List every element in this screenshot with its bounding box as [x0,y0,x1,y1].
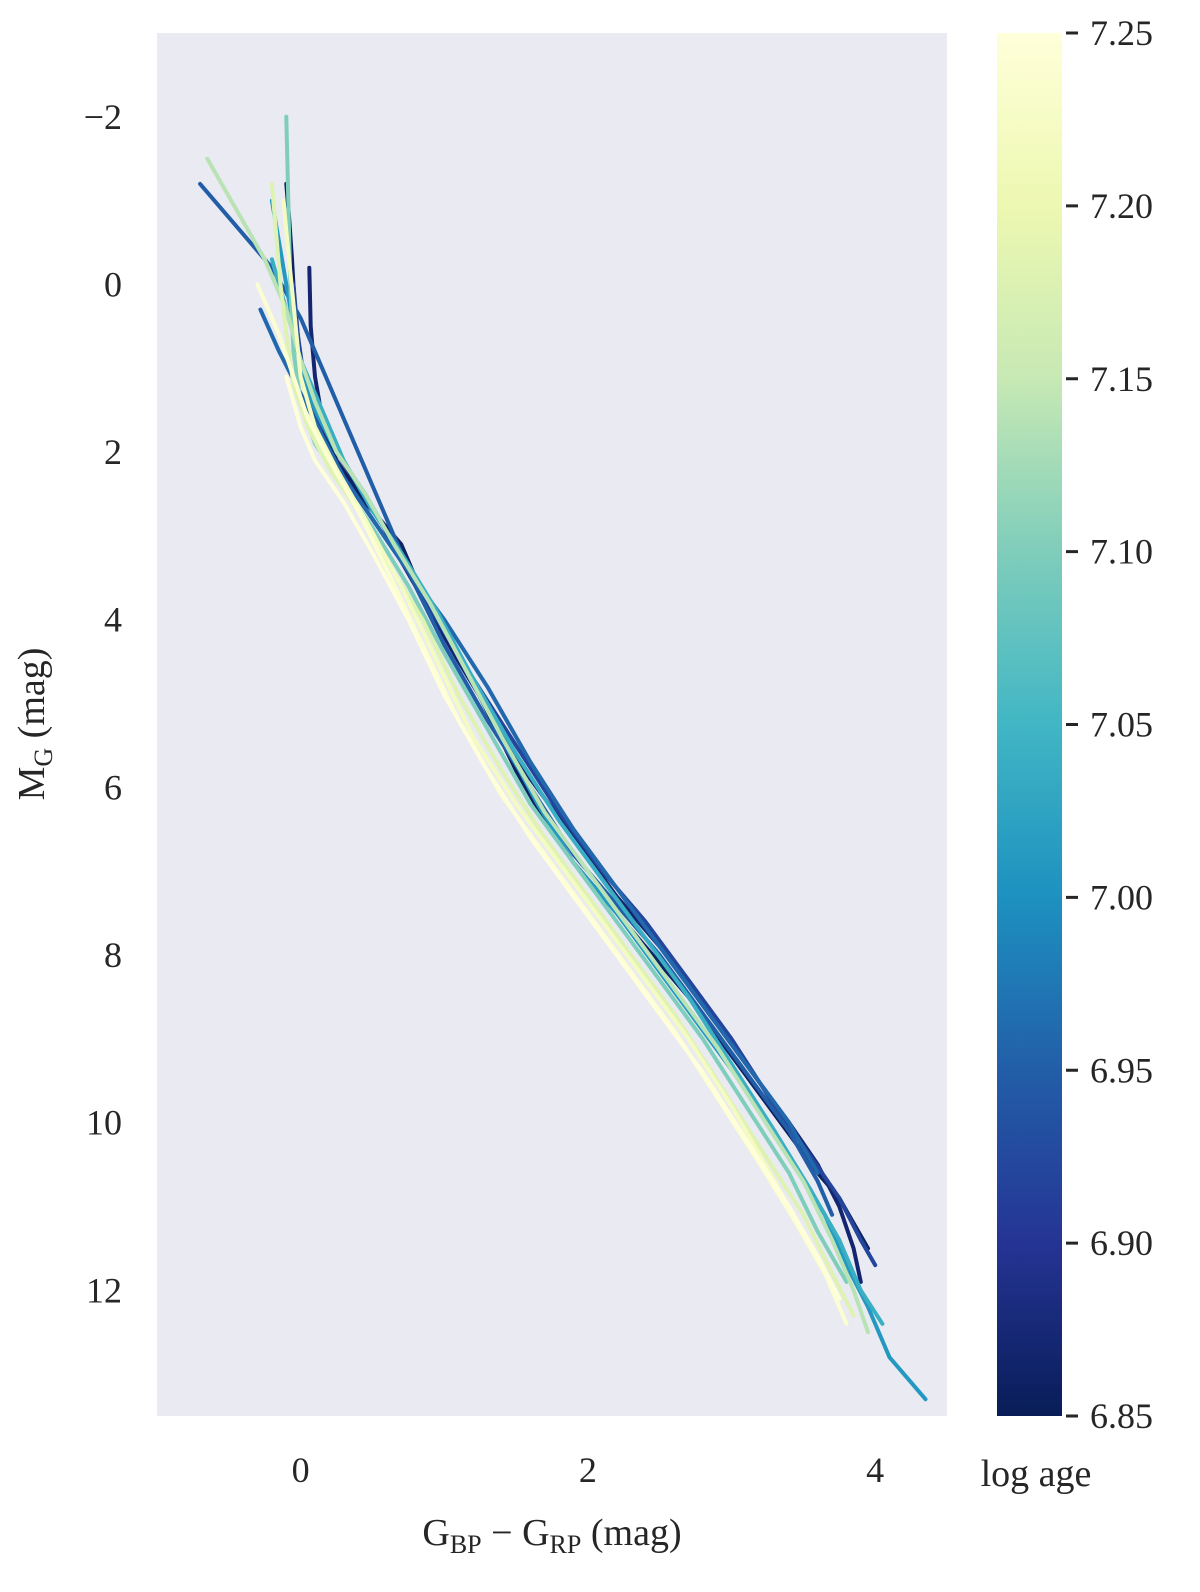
y-tick-label: 2 [104,432,122,472]
colorbar-tick-label: 7.00 [1090,877,1153,917]
y-axis-label: MG (mag) [11,648,58,801]
x-tick-labels: 0 2 4 [292,1450,885,1490]
colorbar-tick-label: 7.20 [1090,186,1153,226]
colorbar-tick-label: 7.05 [1090,705,1153,745]
colorbar [997,33,1062,1416]
y-tick-label: 8 [104,935,122,975]
y-tick-label: 12 [86,1270,122,1310]
colorbar-tick-label: 7.25 [1090,13,1153,53]
colorbar-tick-label: 7.10 [1090,532,1153,572]
y-tick-labels: −2 0 2 4 6 8 10 12 [84,97,122,1310]
x-tick-label: 0 [292,1450,310,1490]
y-tick-label: −2 [84,97,122,137]
y-tick-label: 0 [104,264,122,304]
x-tick-label: 4 [866,1450,884,1490]
colorbar-tick-label: 6.95 [1090,1050,1153,1090]
y-tick-label: 10 [86,1103,122,1143]
colorbar-ticks: 6.85 6.90 6.95 7.00 7.05 7.10 7.15 7.20 7.25 [1066,13,1153,1436]
isochrone-line-9 [269,181,856,1318]
colorbar-tick-label: 6.90 [1090,1223,1153,1263]
isochrone-line-3 [198,181,835,1217]
colorbar-label: log age [981,1453,1092,1495]
colorbar-tick-label: 6.85 [1090,1396,1153,1436]
x-tick-label: 2 [579,1450,597,1490]
isochrone-line-8 [205,156,870,1335]
y-tick-label: 6 [104,767,122,807]
y-tick-label: 4 [104,600,122,640]
isochrone-lines [198,114,928,1402]
isochrone-line-10 [281,198,842,1301]
x-axis-label: GBP − GRP (mag) [422,1512,681,1559]
colorbar-tick-label: 7.15 [1090,359,1153,399]
isochrone-line-12 [284,374,842,1301]
isochrone-line-7 [284,114,849,1284]
